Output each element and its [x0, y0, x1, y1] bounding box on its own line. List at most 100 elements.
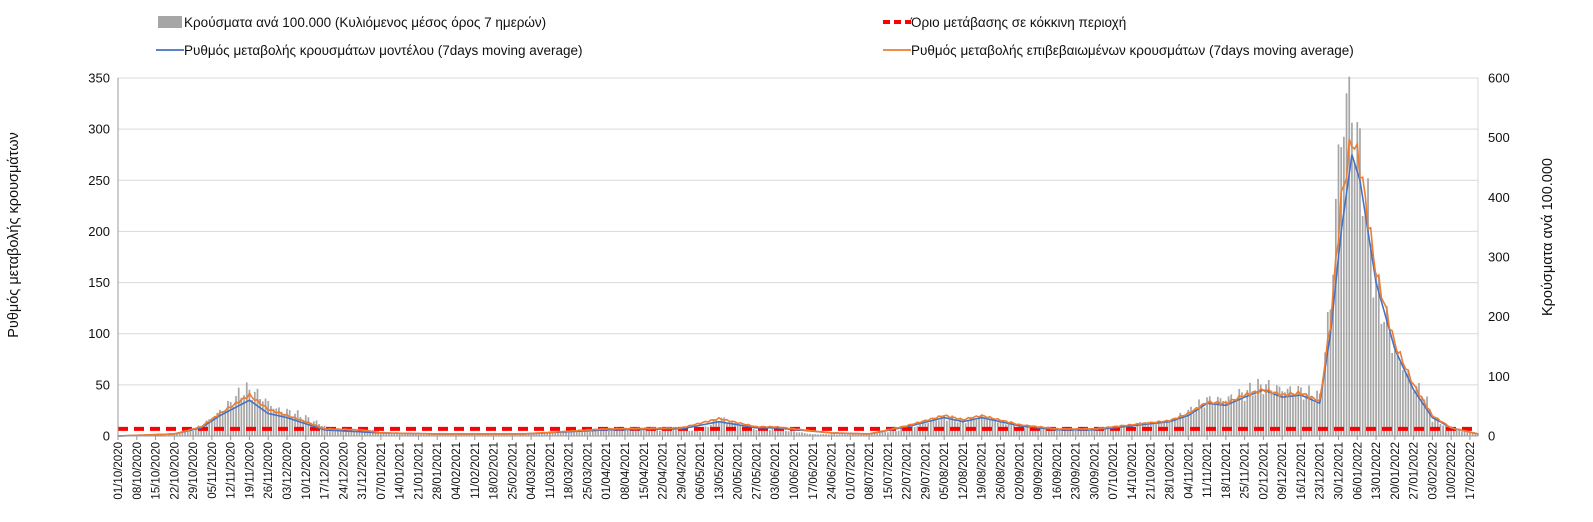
- axes: 0 50 100 150 200 250 300 350 0 100 200 300 400 500 600…: [88, 71, 1509, 500]
- bar: [758, 430, 760, 436]
- bar: [1278, 386, 1281, 436]
- bar: [889, 430, 892, 436]
- bars: [117, 76, 1479, 437]
- x-tick-label: 15/10/2020: [151, 442, 163, 500]
- bar: [487, 433, 490, 436]
- bar: [1404, 371, 1407, 436]
- bar: [1383, 321, 1385, 436]
- bar: [701, 428, 704, 436]
- bar: [404, 433, 406, 436]
- bar: [283, 413, 286, 436]
- bar: [624, 428, 626, 436]
- bar: [736, 425, 739, 436]
- bar: [1203, 407, 1206, 436]
- bar: [1466, 431, 1469, 436]
- bar: [793, 431, 795, 436]
- y-right-tick-label: 600: [1488, 71, 1510, 86]
- bar: [278, 407, 280, 436]
- bar: [393, 433, 396, 436]
- x-tick-label: 23/12/2021: [1315, 442, 1327, 500]
- bar: [549, 433, 551, 436]
- x-tick-label: 05/08/2021: [939, 442, 951, 500]
- bar: [500, 433, 503, 436]
- bar: [739, 424, 742, 436]
- bar: [1297, 385, 1300, 436]
- bar: [460, 434, 463, 436]
- bar: [683, 429, 685, 436]
- bar: [546, 432, 549, 436]
- bar: [286, 408, 288, 436]
- bar: [1055, 430, 1058, 436]
- bar: [1246, 390, 1249, 436]
- bar: [1418, 382, 1420, 436]
- x-tick-label: 16/09/2021: [1052, 442, 1064, 500]
- bar: [1265, 384, 1267, 436]
- bar: [473, 433, 476, 436]
- bar: [854, 434, 857, 436]
- bar: [836, 434, 838, 436]
- bar: [1198, 399, 1200, 436]
- bar: [1412, 391, 1415, 436]
- bar: [1391, 353, 1394, 436]
- series-lines: [117, 138, 1479, 437]
- bar: [903, 429, 905, 436]
- bar: [591, 430, 594, 436]
- bar: [1439, 424, 1442, 436]
- bar: [658, 430, 661, 436]
- bar: [229, 401, 232, 436]
- bar: [299, 416, 302, 436]
- legend-label: Ρυθμός μεταβολής κρουσμάτων μοντέλου (7d…: [184, 43, 583, 58]
- bar: [444, 433, 447, 436]
- bar: [1259, 384, 1262, 436]
- x-tick-label: 18/02/2021: [489, 442, 501, 500]
- x-tick-label: 24/06/2021: [827, 442, 839, 500]
- bar: [414, 433, 417, 436]
- bar: [994, 420, 997, 436]
- bar: [795, 432, 798, 436]
- bar: [1375, 272, 1377, 436]
- bar: [1230, 394, 1233, 436]
- plot-area: [117, 77, 1479, 437]
- bar: [527, 433, 530, 436]
- bar: [771, 427, 774, 436]
- bar: [1139, 422, 1141, 436]
- bar: [1302, 399, 1305, 436]
- gridlines: [117, 77, 1479, 437]
- x-tick-label: 07/01/2021: [376, 442, 388, 500]
- bar: [323, 425, 326, 436]
- bar: [554, 431, 557, 436]
- bar: [1109, 426, 1112, 436]
- bar: [476, 433, 479, 436]
- bar: [980, 415, 983, 436]
- bar: [1096, 428, 1098, 436]
- bar: [173, 434, 176, 436]
- bar: [1235, 398, 1238, 436]
- bar: [1090, 428, 1093, 436]
- bar: [221, 411, 224, 436]
- bar: [224, 409, 227, 436]
- bar: [1222, 400, 1225, 436]
- bar: [852, 434, 854, 436]
- bar: [1227, 396, 1230, 436]
- bar: [1080, 428, 1082, 436]
- bar: [219, 409, 221, 436]
- bar: [1257, 378, 1259, 436]
- bar: [881, 431, 884, 436]
- bar: [511, 433, 514, 436]
- bar: [905, 430, 908, 436]
- bar: [1233, 399, 1235, 436]
- bar: [1216, 396, 1219, 436]
- bar: [1458, 430, 1461, 436]
- bar: [1098, 427, 1101, 436]
- x-tick-label: 08/10/2020: [132, 442, 144, 500]
- bar: [616, 429, 618, 436]
- x-tick-label: 11/03/2021: [545, 442, 557, 499]
- bar: [782, 428, 785, 436]
- bar: [677, 430, 680, 436]
- bar: [449, 434, 452, 436]
- bar: [342, 431, 345, 436]
- bar: [490, 434, 492, 436]
- bar: [1340, 147, 1343, 437]
- bar: [270, 405, 272, 436]
- bar: [439, 434, 441, 436]
